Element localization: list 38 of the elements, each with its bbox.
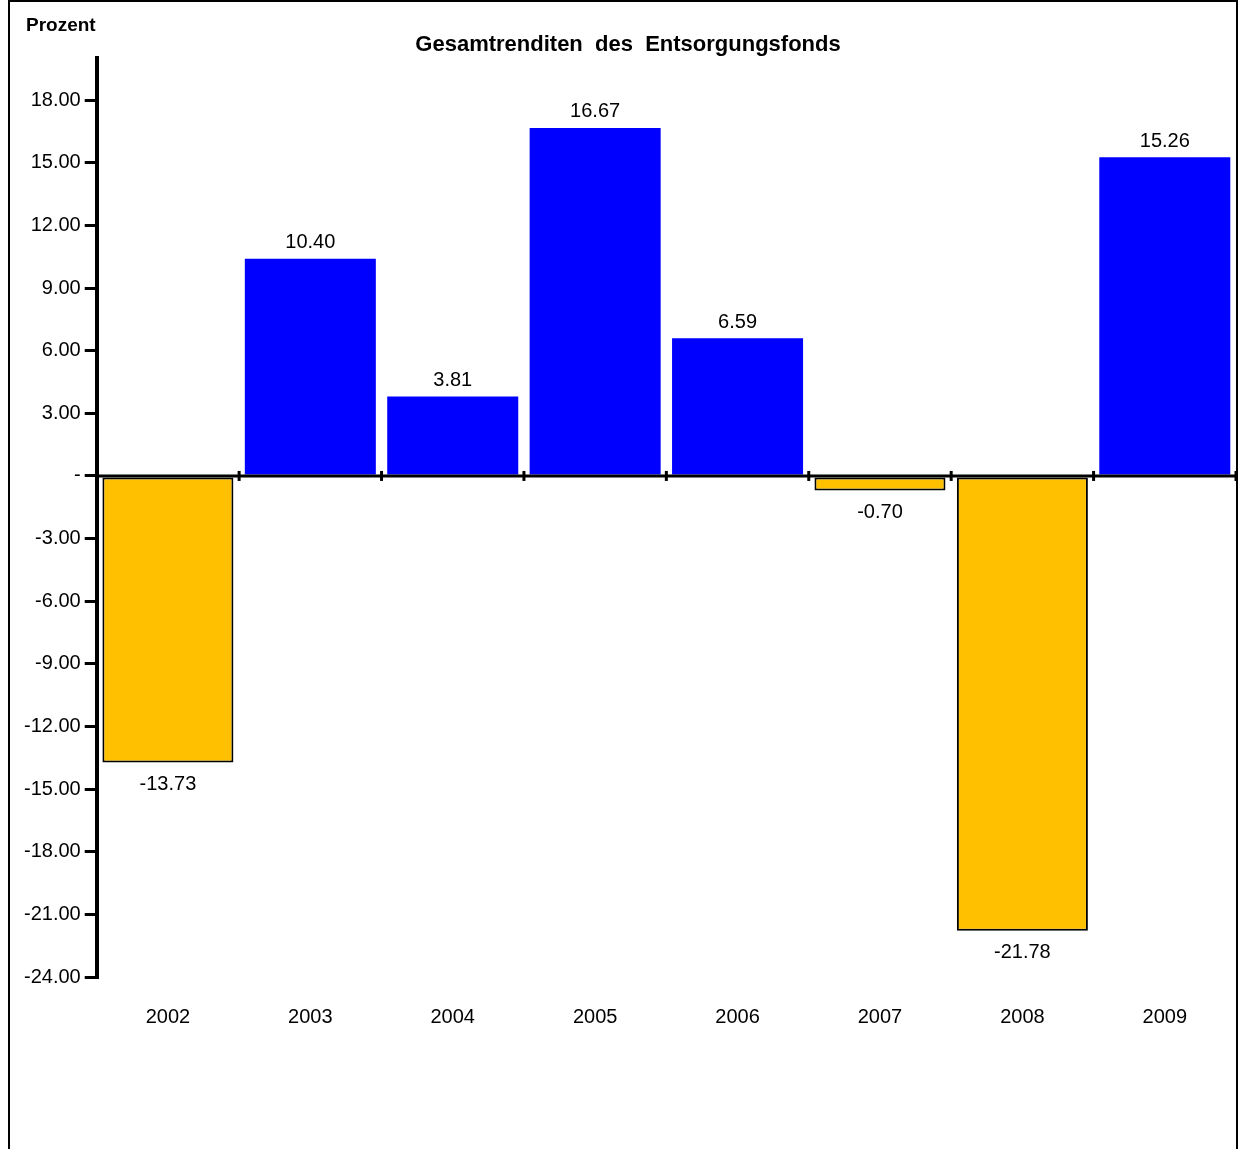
y-tick-label: - xyxy=(74,463,81,486)
y-tick-label: -15.00 xyxy=(23,776,81,799)
y-tick-label: 12.00 xyxy=(30,212,81,235)
bar xyxy=(244,258,376,475)
data-label: 6.59 xyxy=(718,309,758,332)
chart-title: Gesamtrenditen des Entsorgungsfonds xyxy=(415,31,841,57)
x-tick-label: 2003 xyxy=(288,1004,333,1027)
bar xyxy=(1099,157,1231,475)
x-tick-label: 2006 xyxy=(715,1004,760,1027)
y-tick-label: 18.00 xyxy=(30,87,81,110)
y-tick-label: 9.00 xyxy=(41,275,81,298)
y-tick-label: 3.00 xyxy=(41,400,81,423)
x-tick-label: 2008 xyxy=(1000,1004,1045,1027)
y-tick-label: -24.00 xyxy=(23,964,81,987)
x-tick-label: 2004 xyxy=(430,1004,475,1027)
y-tick-label: -12.00 xyxy=(23,713,81,736)
x-tick-label: 2005 xyxy=(572,1004,618,1027)
data-label: -0.70 xyxy=(857,500,903,523)
x-tick-label: 2009 xyxy=(1142,1004,1188,1027)
data-label: 3.81 xyxy=(433,367,473,390)
data-label: 15.26 xyxy=(1139,128,1190,151)
x-tick-label: 2007 xyxy=(857,1004,903,1027)
data-label: -21.78 xyxy=(994,940,1051,963)
y-tick-label: 6.00 xyxy=(41,338,81,361)
y-tick-label: -21.00 xyxy=(23,901,81,924)
y-tick-label: -18.00 xyxy=(23,839,81,862)
bar xyxy=(387,396,519,475)
data-label: 16.67 xyxy=(570,99,621,122)
y-axis-title: Prozent xyxy=(26,13,97,35)
x-tick-label: 2002 xyxy=(145,1004,191,1027)
bar xyxy=(529,127,661,475)
data-label: -13.73 xyxy=(139,772,197,795)
y-tick-label: -9.00 xyxy=(35,651,81,674)
y-tick-label: 15.00 xyxy=(30,150,81,173)
y-tick-label: -3.00 xyxy=(35,526,81,549)
data-label: 10.40 xyxy=(285,230,336,253)
bar xyxy=(672,338,804,475)
y-tick-label: -6.00 xyxy=(35,588,81,611)
